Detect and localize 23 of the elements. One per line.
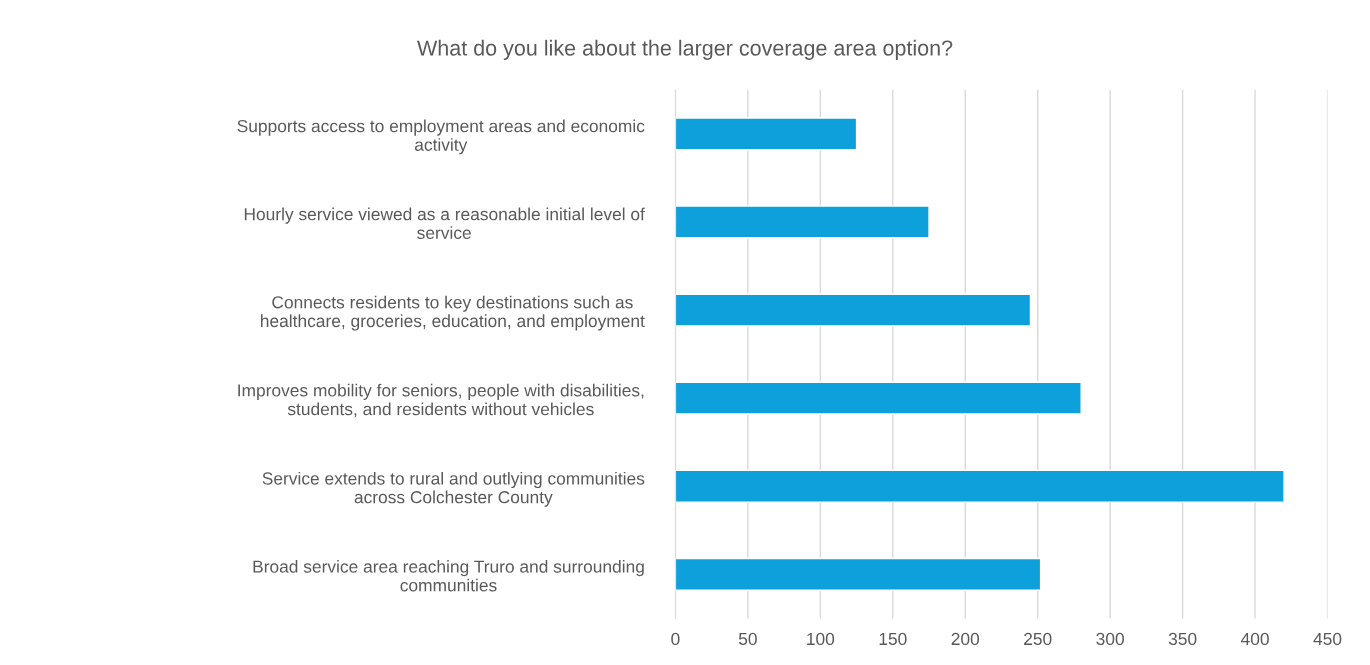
bar xyxy=(675,117,858,151)
bar xyxy=(675,557,1042,591)
y-tick-label: Broad service area reaching Truro and surrounding communities xyxy=(253,560,644,592)
x-tick-label: 250 xyxy=(1024,632,1052,646)
y-tick-label: Improves mobility for seniors, people with disabilities, students, and residents without vehicles xyxy=(238,383,644,418)
y-tick-label: Service extends to rural and outlying communities across Colchester County xyxy=(262,471,645,507)
bar xyxy=(675,205,930,239)
x-tick-label: 0 xyxy=(671,632,680,646)
y-tick-label: Supports access to employment areas and economic activity xyxy=(237,119,645,155)
x-tick-label: 100 xyxy=(807,632,835,646)
x-tick-label: 200 xyxy=(951,632,980,646)
bar xyxy=(675,469,1285,503)
y-tick-label: Connects residents to key destinations such as healthcare, groceries, education, and employment xyxy=(261,295,645,331)
bar xyxy=(675,293,1032,327)
x-tick-label: 150 xyxy=(879,632,907,646)
x-tick-label: 50 xyxy=(738,632,757,646)
x-tick-label: 450 xyxy=(1313,632,1342,646)
chart-title: What do you like about the larger coverage area option? xyxy=(417,39,953,60)
bar xyxy=(675,381,1082,415)
x-tick-label: 400 xyxy=(1240,632,1269,646)
y-tick-label: Hourly service viewed as a reasonable initial level of service xyxy=(244,207,645,240)
x-tick-label: 350 xyxy=(1168,632,1197,646)
x-tick-label: 300 xyxy=(1096,632,1124,646)
